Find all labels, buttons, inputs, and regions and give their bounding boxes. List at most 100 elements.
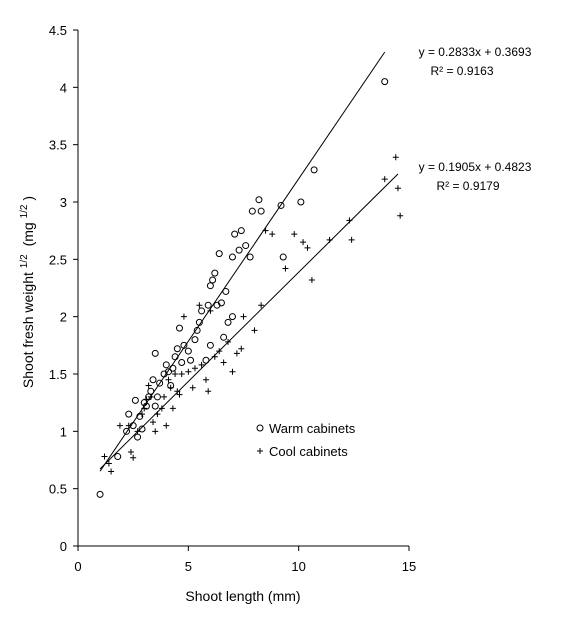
x-tick-label: 0 [74, 559, 81, 574]
cool-data-point [105, 460, 112, 467]
y-tick-label: 4.5 [49, 23, 67, 38]
cool-data-point [161, 393, 168, 400]
warm-data-point [169, 364, 177, 372]
warm-data-point [176, 324, 184, 332]
cool-data-point [346, 217, 353, 224]
warm-equation-label: y = 0.2833x + 0.3693 [419, 45, 532, 59]
warm-data-point [235, 246, 243, 254]
warm-data-point [171, 353, 179, 361]
warm-data-point [242, 242, 250, 250]
cool-equation-label: y = 0.1905x + 0.4823 [419, 160, 532, 174]
x-tick-label: 10 [291, 559, 305, 574]
cool-data-point [150, 419, 157, 426]
cool-data-point [169, 405, 176, 412]
cool-data-point [180, 313, 187, 320]
warm-data-point [277, 201, 285, 209]
cool-data-point [125, 422, 132, 429]
warm-data-point [224, 318, 232, 326]
cool-data-point [240, 313, 247, 320]
cool-data-point [220, 359, 227, 366]
warm-data-point [297, 198, 305, 206]
cool-data-point [116, 422, 123, 429]
y-axis-title-main: Shoot fresh weight [20, 272, 36, 388]
warm-data-point [125, 410, 133, 418]
y-tick-label: 0 [60, 539, 67, 554]
warm-data-point [187, 356, 195, 364]
warm-data-point [228, 313, 236, 321]
cool-trendline [99, 173, 399, 470]
warm-data-point [255, 196, 263, 204]
cool-data-point [205, 388, 212, 395]
cool-data-point [152, 428, 159, 435]
cool-data-point [147, 393, 154, 400]
warm-data-point [228, 253, 236, 261]
warm-data-point [173, 345, 181, 353]
cool-data-point [158, 405, 165, 412]
warm-data-point [193, 326, 201, 334]
warm-data-point [209, 276, 217, 284]
cool-data-point [300, 239, 307, 246]
warm-trendline [99, 51, 386, 472]
y-axis-title-unit-open: (mg [20, 222, 36, 246]
cool-data-point [178, 371, 185, 377]
warm-data-point [215, 250, 223, 258]
x-ticks: 0 5 10 15 [74, 546, 416, 574]
warm-data-point [96, 490, 104, 498]
cool-data-point [185, 368, 192, 375]
warm-data-point [178, 359, 186, 367]
cool-data-point [308, 276, 315, 283]
cool-data-point [326, 236, 333, 243]
cool-data-point [304, 244, 311, 251]
x-tick-label: 5 [185, 559, 192, 574]
warm-data-point [151, 402, 159, 410]
x-axis-title: Shoot length (mm) [185, 588, 300, 604]
warm-data-point [184, 347, 192, 355]
cool-data-point [251, 327, 258, 334]
warm-data-point [114, 453, 122, 461]
cool-data-point [225, 338, 232, 345]
cool-data-point [229, 368, 236, 375]
axes [77, 30, 409, 547]
x-tick-label: 15 [402, 559, 416, 574]
cool-data-point [258, 302, 265, 309]
cool-data-point [108, 468, 115, 475]
cool-data-point [163, 422, 170, 429]
legend-plus-marker [257, 448, 263, 454]
y-tick-label: 2 [60, 310, 67, 325]
cool-data-point [167, 384, 174, 391]
cool-data-point [130, 454, 137, 461]
y-axis-title-unit-close: ) [20, 196, 36, 201]
warm-data-point [222, 287, 230, 295]
y-tick-label: 3.5 [49, 138, 67, 153]
warm-data-point [217, 299, 225, 307]
warm-data-point [231, 230, 239, 238]
y-axis-title-sup1: 1/2 [19, 254, 30, 268]
warm-data-point [248, 207, 256, 215]
warm-data-point [381, 78, 389, 86]
cool-data-point [143, 396, 150, 403]
warm-data-point [180, 341, 188, 349]
cool-data-point [207, 307, 214, 314]
cool-data-point [134, 428, 141, 435]
cool-data-point [191, 365, 198, 372]
cool-data-point [198, 361, 205, 368]
warm-data-point [162, 361, 170, 369]
warm-data-point [220, 333, 228, 341]
cool-data-point [138, 411, 145, 418]
warm-data-point [131, 396, 139, 404]
cool-data-point [174, 388, 181, 395]
warm-data-point [136, 412, 144, 420]
cool-data-point [196, 302, 203, 309]
cool-data-point [165, 376, 172, 383]
cool-data-point [172, 371, 179, 377]
cool-r2-label: R² = 0.9179 [436, 179, 499, 193]
y-tick-label: 1 [60, 424, 67, 439]
warm-data-point [164, 368, 172, 376]
warm-data-point [246, 253, 254, 261]
y-tick-label: 3 [60, 195, 67, 210]
warm-data-point [204, 301, 212, 309]
y-tick-label: 2.5 [49, 252, 67, 267]
warm-data-point [237, 227, 245, 235]
warm-data-point [147, 387, 155, 395]
